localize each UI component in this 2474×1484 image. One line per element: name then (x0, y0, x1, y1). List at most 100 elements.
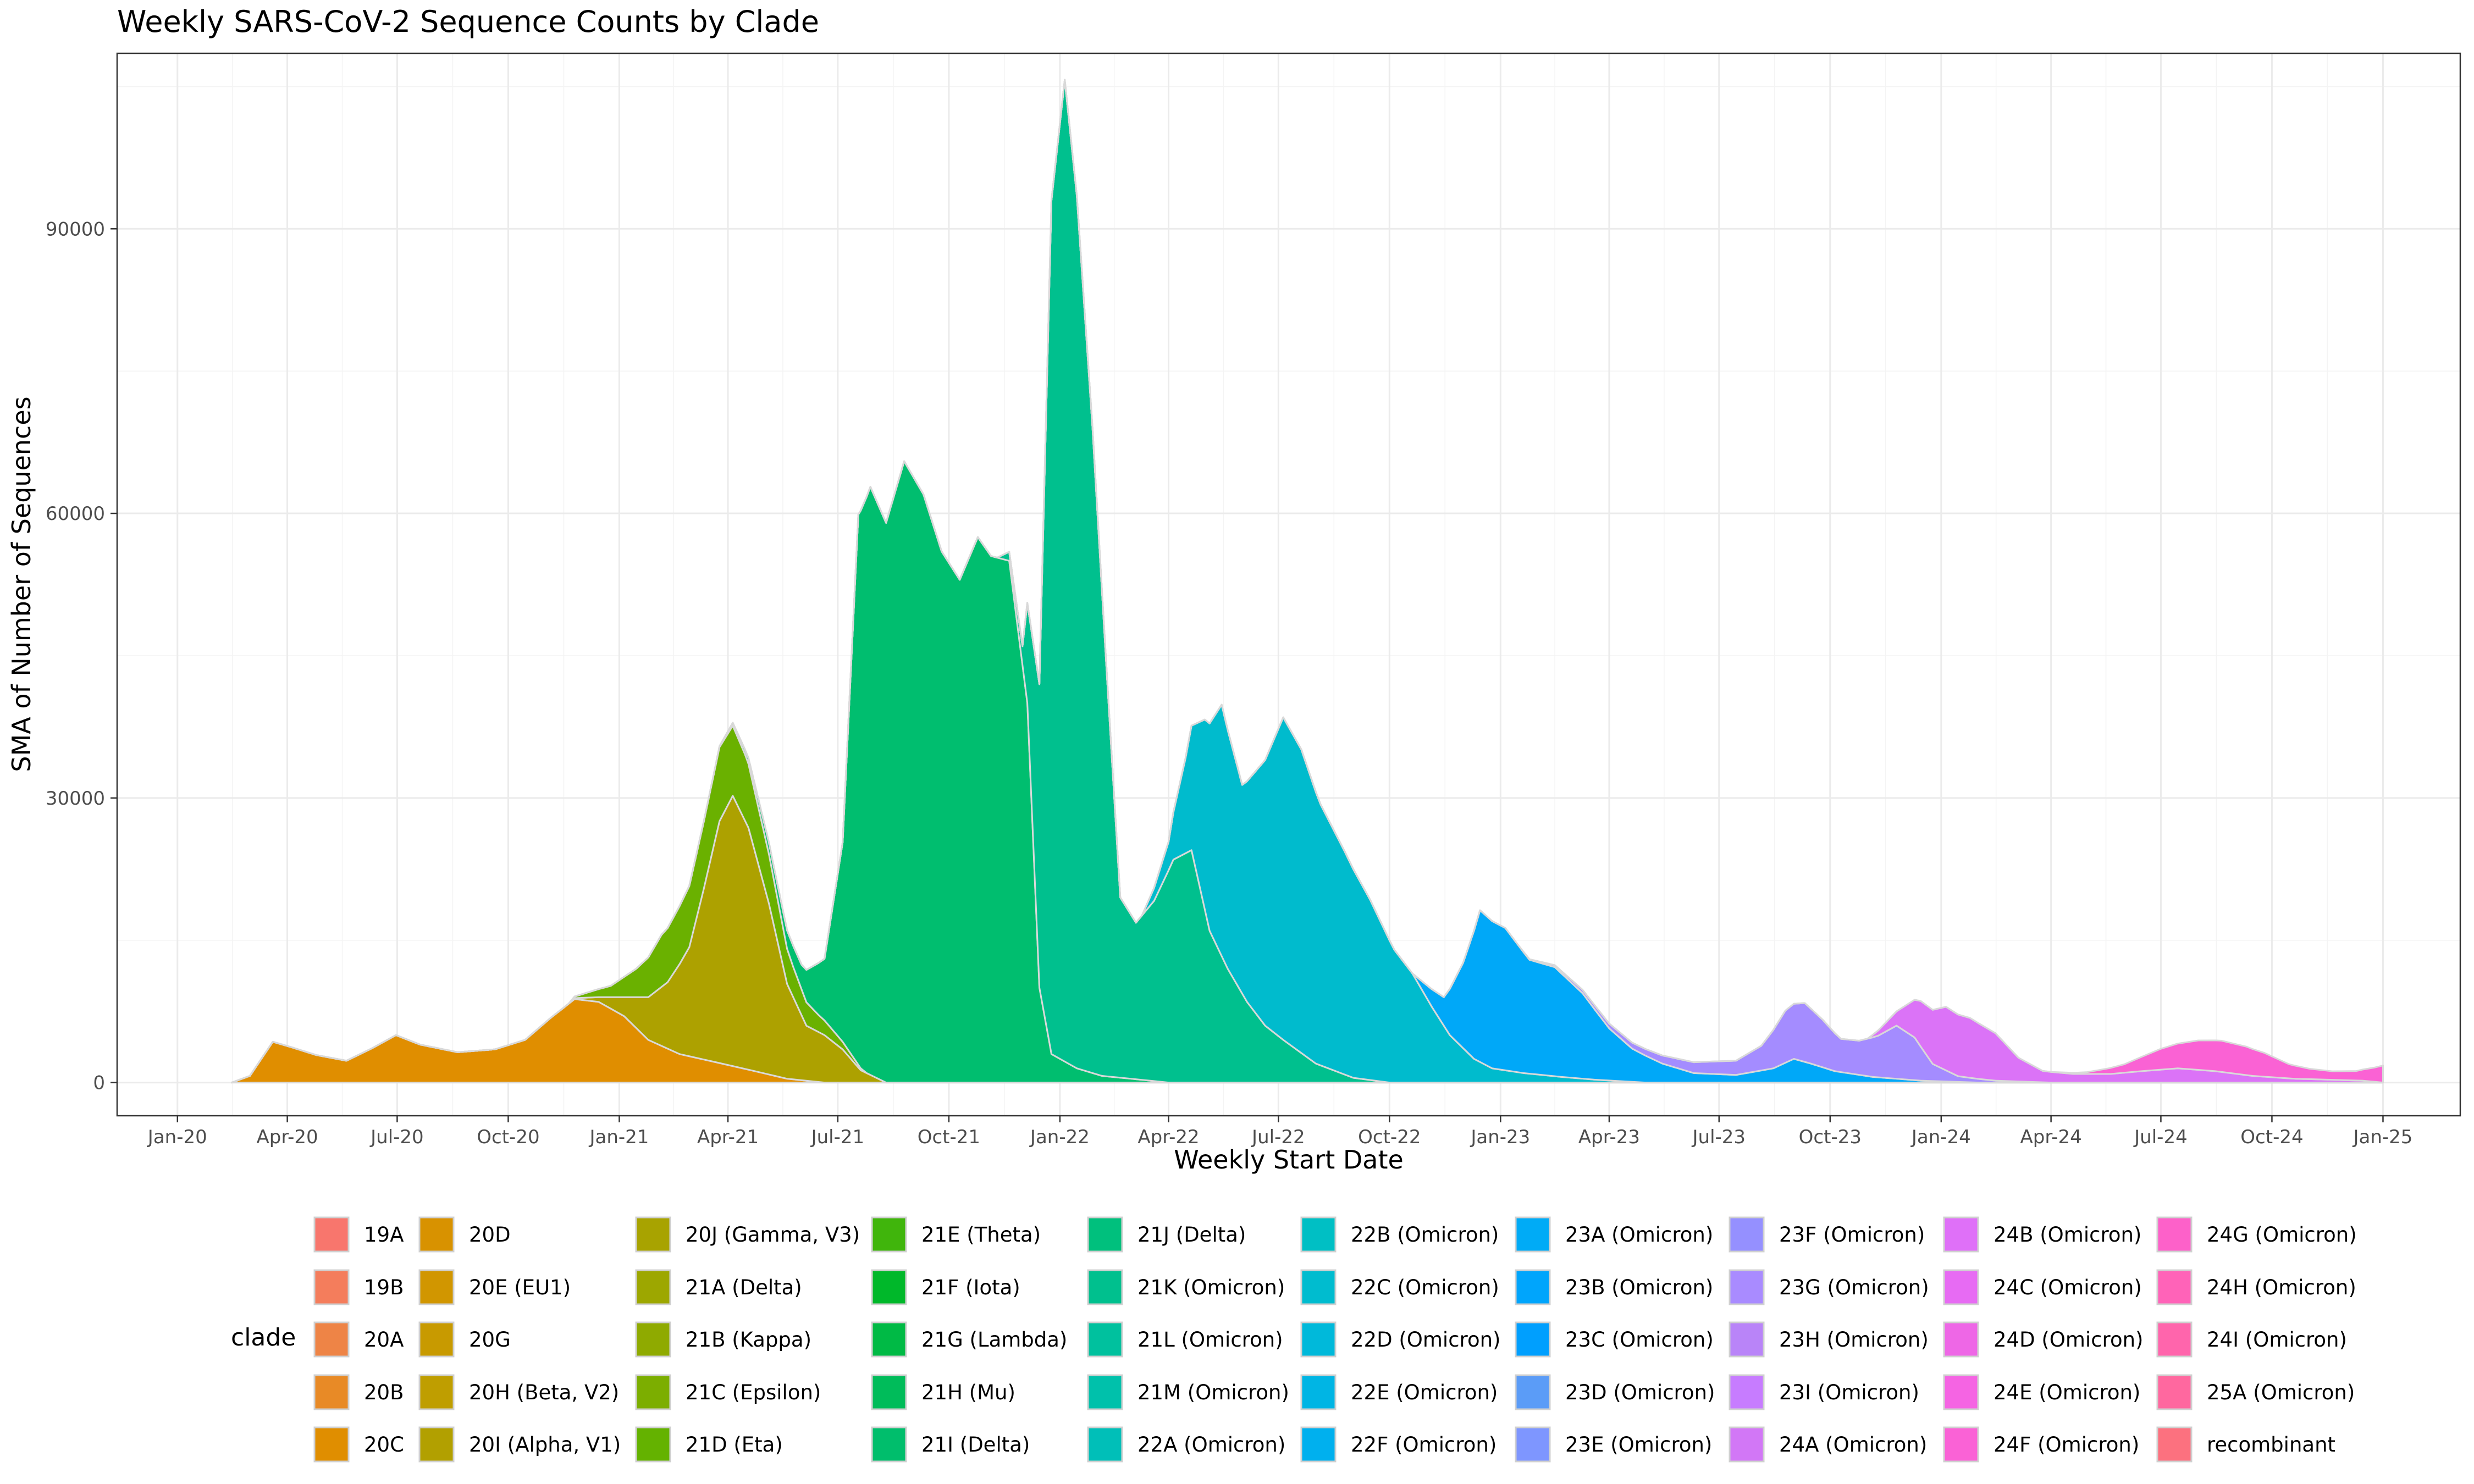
legend-label: 23A (Omicron) (1565, 1223, 1713, 1247)
legend-key (1729, 1216, 1765, 1253)
legend-label: 19A (364, 1223, 404, 1247)
legend-key (635, 1426, 671, 1463)
legend-label: 24G (Omicron) (2207, 1223, 2357, 1247)
legend-key (1729, 1321, 1765, 1358)
legend-label: 21J (Delta) (1137, 1223, 1246, 1247)
legend-label: 21F (Iota) (921, 1276, 1020, 1299)
legend-label: 22A (Omicron) (1137, 1433, 1285, 1457)
x-tick-label: Apr-24 (2020, 1126, 2082, 1148)
x-tick-label: Jan-25 (2352, 1126, 2412, 1148)
panel-border (116, 52, 2461, 1117)
legend-label: 23F (Omicron) (1779, 1223, 1925, 1247)
legend-label: 25A (Omicron) (2207, 1381, 2355, 1404)
legend-label: 21C (Epsilon) (686, 1381, 821, 1404)
x-tick-label: Jan-21 (588, 1126, 649, 1148)
legend-key (1943, 1216, 1979, 1253)
x-tick-label: Oct-23 (1799, 1126, 1862, 1148)
legend-key (2156, 1321, 2193, 1358)
y-tick-label: 60000 (46, 503, 105, 525)
legend-key (1943, 1321, 1979, 1358)
y-tick-label: 30000 (46, 788, 105, 810)
y-tick-label: 90000 (46, 218, 105, 240)
legend-key (1087, 1269, 1123, 1305)
legend-key (1515, 1269, 1551, 1305)
legend-key (871, 1321, 907, 1358)
legend-key (871, 1374, 907, 1410)
legend-label: 23G (Omicron) (1779, 1276, 1929, 1299)
legend-key (1729, 1374, 1765, 1410)
legend-key (1087, 1426, 1123, 1463)
legend-key (313, 1321, 350, 1358)
x-tick-label: Apr-23 (1578, 1126, 1640, 1148)
legend-label: 24E (Omicron) (1993, 1381, 2140, 1404)
x-axis-title: Weekly Start Date (1174, 1145, 1404, 1175)
x-tick-label: Jan-20 (147, 1126, 207, 1148)
legend-label: 21E (Theta) (921, 1223, 1041, 1247)
legend-label: 21K (Omicron) (1137, 1276, 1285, 1299)
legend-label: 23E (Omicron) (1565, 1433, 1712, 1457)
legend-key (1729, 1269, 1765, 1305)
legend-label: 22F (Omicron) (1351, 1433, 1496, 1457)
legend-key (635, 1374, 671, 1410)
legend-label: 20I (Alpha, V1) (469, 1433, 621, 1457)
legend-label: 23H (Omicron) (1779, 1328, 1929, 1352)
legend-label: 21L (Omicron) (1137, 1328, 1283, 1352)
legend-label: 20J (Gamma, V3) (686, 1223, 860, 1247)
area-series-9 (231, 79, 2384, 1084)
legend-key (313, 1269, 350, 1305)
y-axis-title: SMA of Number of Sequences (7, 396, 36, 772)
legend-key (1300, 1269, 1337, 1305)
legend-label: 20H (Beta, V2) (469, 1381, 619, 1404)
legend-key (418, 1374, 455, 1410)
legend-key (1300, 1321, 1337, 1358)
legend-key (635, 1269, 671, 1305)
legend-label: 20B (364, 1381, 404, 1404)
legend-label: 21D (Eta) (686, 1433, 783, 1457)
legend-label: 19B (364, 1276, 404, 1299)
legend-label: 21A (Delta) (686, 1276, 802, 1299)
legend-label: 24H (Omicron) (2207, 1276, 2356, 1299)
x-axis: Jan-20 Apr-20 Jul-20 Oct-20 Jan-21 Apr-21 Jul-… (147, 1116, 2412, 1148)
legend-key (1300, 1216, 1337, 1253)
legend-key (871, 1216, 907, 1253)
legend-key (1087, 1374, 1123, 1410)
chart-title: Weekly SARS-CoV-2 Sequence Counts by Cla… (117, 4, 819, 39)
x-tick-label: Apr-22 (1137, 1126, 1199, 1148)
legend-label: recombinant (2207, 1433, 2335, 1457)
legend-key (635, 1216, 671, 1253)
legend-label: 22E (Omicron) (1351, 1381, 1498, 1404)
legend-key (2156, 1374, 2193, 1410)
x-tick-label: Jan-22 (1029, 1126, 1090, 1148)
x-tick-label: Jul-24 (2133, 1126, 2188, 1148)
legend-key (1515, 1321, 1551, 1358)
x-tick-label: Apr-21 (697, 1126, 759, 1148)
legend-key (1515, 1374, 1551, 1410)
legend-key (1087, 1321, 1123, 1358)
legend-label: 24D (Omicron) (1993, 1328, 2143, 1352)
legend-label: 21M (Omicron) (1137, 1381, 1289, 1404)
x-tick-label: Oct-22 (1358, 1126, 1421, 1148)
legend-label: 23B (Omicron) (1565, 1276, 1713, 1299)
legend-key (1087, 1216, 1123, 1253)
legend-label: 24A (Omicron) (1779, 1433, 1927, 1457)
legend-key (1943, 1374, 1979, 1410)
legend-label: 24I (Omicron) (2207, 1328, 2347, 1352)
legend-key (418, 1426, 455, 1463)
legend-label: 24C (Omicron) (1993, 1276, 2142, 1299)
legend-title: clade (231, 1324, 296, 1352)
x-tick-label: Apr-20 (257, 1126, 318, 1148)
legend-key (871, 1269, 907, 1305)
legend-key (1729, 1426, 1765, 1463)
legend-key (2156, 1269, 2193, 1305)
x-tick-label: Jul-20 (369, 1126, 424, 1148)
legend-key (1943, 1426, 1979, 1463)
x-tick-label: Jan-23 (1470, 1126, 1530, 1148)
legend-label: 21B (Kappa) (686, 1328, 811, 1352)
legend-key (313, 1216, 350, 1253)
legend-label: 21G (Lambda) (921, 1328, 1067, 1352)
legend-label: 23C (Omicron) (1565, 1328, 1714, 1352)
legend-key (2156, 1426, 2193, 1463)
legend-key (418, 1321, 455, 1358)
legend-key (1300, 1426, 1337, 1463)
